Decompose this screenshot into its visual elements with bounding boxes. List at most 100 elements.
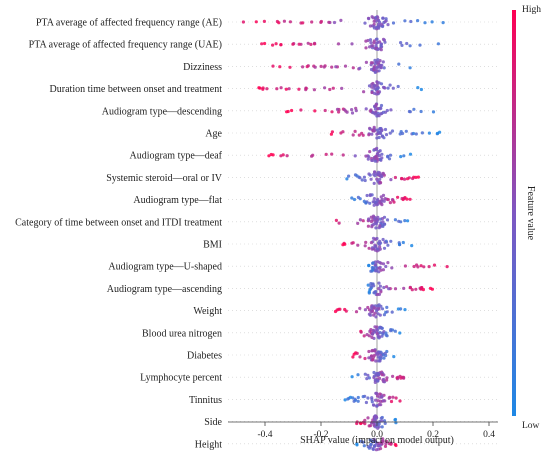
shap-point [344, 309, 348, 313]
shap-point [370, 305, 374, 309]
shap-point [393, 418, 397, 422]
shap-point [372, 423, 376, 427]
shap-point [288, 20, 292, 24]
shap-point [399, 41, 403, 45]
shap-point [422, 265, 426, 269]
shap-point [410, 244, 414, 248]
shap-point [381, 220, 385, 224]
feature-label: Systemic steroid—oral or IV [106, 173, 223, 184]
feature-label: Age [205, 129, 222, 140]
feature-label: Tinnitus [189, 395, 222, 406]
shap-point [419, 87, 423, 92]
shap-point [402, 154, 406, 158]
shap-point [375, 292, 380, 297]
shap-point [360, 178, 364, 182]
shap-point [387, 157, 392, 161]
shap-point [372, 444, 376, 448]
shap-point [379, 261, 383, 265]
shap-point [392, 200, 396, 204]
shap-point [415, 263, 419, 267]
shap-point [386, 86, 390, 90]
shap-point [363, 418, 367, 422]
shap-point [380, 203, 384, 207]
shap-point [427, 265, 431, 269]
shap-point [369, 177, 373, 181]
shap-point [370, 225, 374, 229]
shap-point [376, 247, 380, 251]
shap-point [271, 64, 275, 68]
shap-point [379, 66, 383, 70]
shap-point [323, 86, 327, 90]
shap-point [380, 22, 384, 26]
shap-point [370, 331, 374, 336]
shap-point [389, 239, 393, 243]
feature-label: Blood urea nitrogen [142, 328, 222, 339]
shap-point [419, 287, 423, 291]
shap-point [380, 373, 384, 377]
shap-point [385, 378, 389, 382]
shap-point [329, 132, 333, 136]
shap-point [403, 219, 407, 223]
shap-point [319, 64, 323, 68]
shap-point [368, 288, 372, 292]
shap-point [382, 199, 386, 203]
shap-point [354, 310, 359, 314]
shap-point [381, 332, 385, 336]
shap-point [402, 375, 406, 379]
shap-point [406, 219, 410, 223]
shap-point [313, 109, 317, 113]
shap-point [376, 399, 380, 403]
shap-point [414, 175, 418, 179]
shap-point [373, 107, 378, 111]
shap-point [391, 86, 395, 90]
x-tick-label: 0.2 [427, 430, 439, 440]
shap-point [414, 132, 418, 136]
shap-point [377, 69, 381, 73]
shap-point [379, 403, 383, 407]
shap-point [370, 348, 375, 353]
shap-point [285, 110, 289, 114]
shap-point [379, 48, 383, 52]
shap-point [367, 84, 372, 88]
shap-point [391, 395, 395, 399]
shap-point [376, 260, 380, 264]
x-tick-label: -0.4 [257, 430, 272, 440]
shap-point [353, 398, 358, 402]
shap-point [376, 197, 380, 201]
shap-point [389, 399, 394, 404]
shap-point [331, 86, 335, 90]
shap-point [382, 38, 386, 42]
feature-label: Audiogram type—descending [102, 106, 222, 117]
shap-point [416, 86, 420, 90]
shap-point [366, 283, 370, 287]
shap-point [350, 108, 354, 112]
shap-point [376, 426, 380, 430]
shap-point [366, 416, 370, 420]
shap-point [367, 218, 371, 222]
shap-point [368, 38, 373, 42]
colorbar-high-label: High [522, 5, 541, 15]
shap-point [356, 221, 360, 225]
shap-point [397, 62, 401, 66]
shap-point [436, 42, 440, 46]
shap-point [358, 66, 362, 70]
shap-point [376, 58, 380, 62]
shap-point [392, 355, 396, 359]
shap-point [330, 152, 334, 156]
shap-point [343, 108, 347, 112]
feature-label: Audiogram type—U-shaped [108, 262, 222, 273]
shap-point [363, 422, 367, 426]
shap-point [330, 65, 334, 69]
shap-point [396, 84, 400, 89]
shap-point [346, 397, 350, 401]
shap-point [368, 24, 372, 28]
shap-point [369, 310, 373, 314]
shap-point [269, 152, 273, 157]
feature-label: PTA average of affected frequency range … [36, 18, 222, 29]
shap-point [380, 307, 385, 311]
shap-point [375, 392, 379, 396]
x-axis-ticks: -0.4 -0.2 0.0 0.2 0.4 [257, 422, 495, 440]
shap-point [350, 42, 354, 46]
shap-point [271, 43, 275, 47]
shap-point [368, 109, 372, 113]
